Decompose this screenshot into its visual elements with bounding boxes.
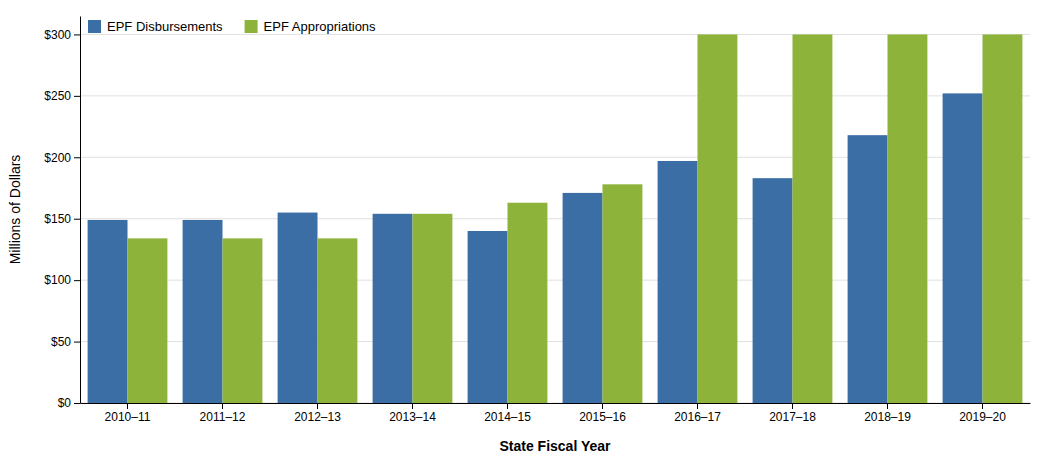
x-axis: 2010–11 2011–12 2012–13 2013–14 2014–15 2015–… (81, 403, 1031, 424)
plot-area: 2010–11 2011–12 2012–13 2013–14 2014–15 2015–… (44, 17, 1030, 424)
tick: 2012–13 (294, 403, 341, 424)
legend-swatch (88, 20, 101, 33)
tick-label: $50 (51, 335, 71, 349)
tick: 2019–20 (959, 403, 1006, 424)
tick: 2018–19 (864, 403, 911, 424)
tick: 2011–12 (200, 403, 246, 424)
bar (848, 135, 888, 403)
legend-label: EPF Appropriations (264, 19, 377, 34)
tick-mark (792, 403, 793, 409)
tick: $0 (58, 396, 80, 410)
y-axis-title: Millions of Dollars (7, 155, 23, 265)
bar (753, 178, 793, 403)
bar (603, 184, 643, 403)
tick: 2013–14 (389, 403, 436, 424)
tick-label: $250 (44, 89, 71, 103)
legend: EPF Disbursements EPF Appropriations (88, 19, 376, 34)
tick-mark (982, 403, 983, 409)
tick: $50 (51, 335, 80, 349)
tick-label: 2012–13 (294, 410, 341, 424)
tick: 2010–11 (105, 403, 151, 424)
bar (223, 238, 263, 403)
tick-mark (602, 403, 603, 409)
tick-label: $0 (58, 396, 72, 410)
bar (88, 220, 128, 403)
tick-mark (74, 96, 80, 97)
tick: 2016–17 (674, 403, 721, 424)
tick: $200 (44, 151, 80, 165)
bar (468, 231, 508, 403)
bar (658, 161, 698, 403)
bar (983, 34, 1023, 403)
bar (563, 193, 603, 403)
tick-label: 2014–15 (484, 410, 531, 424)
legend-swatch (245, 20, 258, 33)
bar-series (88, 93, 983, 403)
tick-mark (74, 34, 80, 35)
tick-label: $300 (44, 28, 71, 42)
chart-svg: 2010–11 2011–12 2012–13 2013–14 2014–15 2015–… (0, 0, 1050, 465)
tick-mark (74, 342, 80, 343)
bar (373, 214, 413, 403)
tick-mark (74, 157, 80, 158)
legend-label: EPF Disbursements (107, 19, 223, 34)
tick-label: 2017–18 (769, 410, 816, 424)
bar (943, 93, 983, 403)
tick-label: $200 (44, 151, 71, 165)
bar (698, 34, 738, 403)
axis-line (80, 17, 81, 404)
grid (80, 34, 1030, 403)
bar (413, 214, 453, 403)
bar-series (128, 34, 1023, 403)
y-axis: $0 $50 $100 $150 $200 $250 $300 (44, 17, 80, 411)
legend-item: EPF Appropriations (245, 19, 377, 34)
tick: $250 (44, 89, 80, 103)
tick-mark (412, 403, 413, 409)
bar (128, 238, 168, 403)
bar (318, 238, 358, 403)
tick-mark (887, 403, 888, 409)
tick-label: $150 (44, 212, 71, 226)
tick-mark (222, 403, 223, 409)
tick: $300 (44, 28, 80, 42)
tick-label: $100 (44, 273, 71, 287)
tick-label: 2019–20 (959, 410, 1006, 424)
bars (88, 34, 1023, 403)
tick-mark (317, 403, 318, 409)
tick-mark (74, 280, 80, 281)
tick-mark (697, 403, 698, 409)
tick-label: 2011–12 (200, 410, 246, 424)
tick: $150 (44, 212, 80, 226)
bar (793, 34, 833, 403)
tick-label: 2010–11 (105, 410, 151, 424)
tick-label: 2015–16 (579, 410, 626, 424)
bar (278, 213, 318, 403)
tick-label: 2013–14 (389, 410, 436, 424)
tick-mark (74, 219, 80, 220)
tick: 2015–16 (579, 403, 626, 424)
bar (508, 203, 548, 403)
x-axis-title: State Fiscal Year (499, 438, 611, 454)
tick-mark (74, 403, 80, 404)
tick-mark (507, 403, 508, 409)
chart-container: 2010–11 2011–12 2012–13 2013–14 2014–15 2015–… (0, 0, 1050, 465)
tick-label: 2016–17 (674, 410, 721, 424)
tick-mark (127, 403, 128, 409)
tick-label: 2018–19 (864, 410, 911, 424)
tick: 2017–18 (769, 403, 816, 424)
tick: 2014–15 (484, 403, 531, 424)
tick: $100 (44, 273, 80, 287)
bar (183, 220, 223, 403)
bar (888, 34, 928, 403)
legend-item: EPF Disbursements (88, 19, 223, 34)
